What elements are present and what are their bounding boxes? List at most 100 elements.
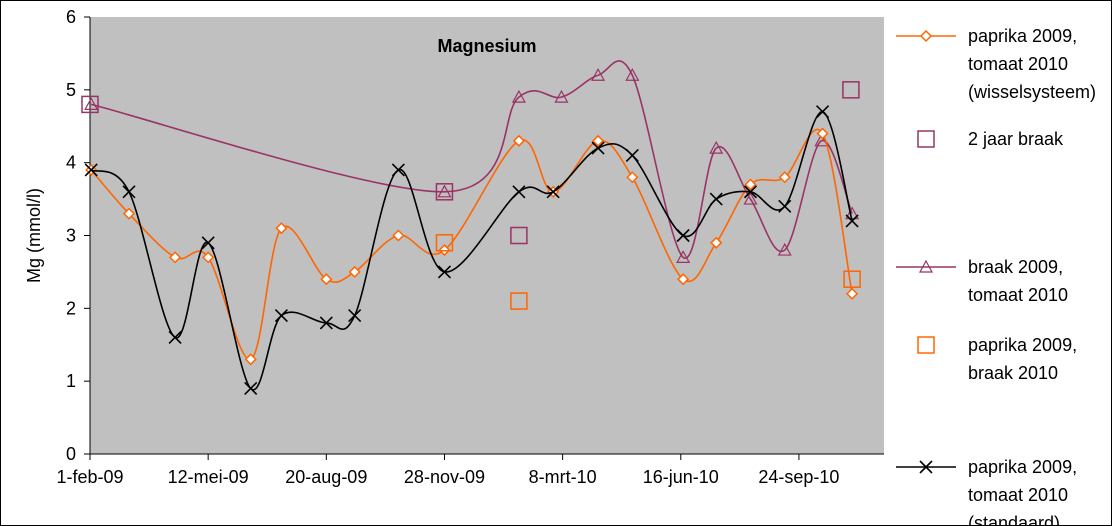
data-point bbox=[201, 236, 215, 250]
x-tick-label: 20-aug-09 bbox=[285, 467, 367, 487]
data-point bbox=[709, 140, 724, 154]
marker-stroke bbox=[201, 236, 215, 250]
legend-marker bbox=[918, 259, 934, 273]
plot-area bbox=[90, 17, 884, 454]
data-point bbox=[591, 68, 606, 81]
marker-stroke bbox=[815, 105, 830, 119]
legend-entry-1: 2 jaar braak bbox=[917, 129, 1064, 149]
marker-stroke bbox=[122, 185, 136, 199]
data-point bbox=[84, 97, 99, 111]
data-point bbox=[744, 178, 757, 191]
chart-title: Magnesium bbox=[437, 36, 536, 56]
marker-stroke bbox=[919, 460, 933, 474]
data-point bbox=[275, 222, 288, 235]
legend-entry-0: paprika 2009, tomaat 2010 (wisselsysteem) bbox=[896, 26, 1096, 102]
y-tick-label: 5 bbox=[66, 80, 76, 100]
data-point bbox=[391, 163, 405, 177]
x-tick-label: 16-jun-10 bbox=[643, 467, 719, 487]
data-point bbox=[122, 185, 136, 199]
data-point bbox=[816, 127, 829, 140]
data-point bbox=[81, 95, 99, 114]
data-point bbox=[512, 185, 526, 199]
data-point bbox=[437, 184, 452, 198]
data-point bbox=[437, 265, 452, 279]
series-3 bbox=[435, 234, 861, 310]
data-point bbox=[677, 273, 690, 286]
marker-stroke bbox=[676, 228, 690, 243]
data-point bbox=[274, 309, 288, 323]
legend-label: paprika 2009, bbox=[968, 457, 1077, 477]
legend-label: braak 2010 bbox=[968, 363, 1058, 383]
data-point bbox=[591, 141, 605, 155]
marker-stroke bbox=[709, 192, 723, 206]
data-point bbox=[554, 89, 569, 103]
data-point bbox=[244, 381, 258, 396]
data-point bbox=[546, 185, 560, 199]
marker-stroke bbox=[778, 199, 792, 213]
x-tick-label: 28-nov-09 bbox=[404, 467, 485, 487]
marker-stroke bbox=[512, 185, 526, 199]
data-point bbox=[625, 68, 640, 81]
data-point bbox=[743, 185, 758, 199]
data-point bbox=[843, 270, 861, 288]
series-1 bbox=[81, 81, 860, 245]
y-tick-label: 3 bbox=[66, 226, 76, 246]
series-0 bbox=[85, 127, 859, 366]
data-point bbox=[510, 292, 528, 310]
data-point bbox=[778, 199, 792, 213]
legend-marker bbox=[917, 336, 935, 354]
marker-stroke bbox=[168, 330, 182, 345]
marker-stroke bbox=[625, 148, 639, 162]
marker-stroke bbox=[845, 214, 859, 228]
data-point bbox=[169, 251, 182, 264]
legend-label: paprika 2009, bbox=[968, 335, 1077, 355]
series-4 bbox=[84, 105, 859, 396]
data-point bbox=[348, 265, 361, 278]
y-tick-label: 0 bbox=[66, 444, 76, 464]
marker-stroke bbox=[348, 309, 362, 323]
legend-label: paprika 2009, bbox=[968, 26, 1077, 46]
legend-marker bbox=[917, 130, 935, 148]
data-point bbox=[348, 309, 362, 323]
data-point bbox=[122, 207, 136, 220]
legend-label: 2 jaar braak bbox=[968, 129, 1064, 149]
series-line bbox=[90, 60, 853, 259]
y-tick-label: 2 bbox=[66, 298, 76, 318]
data-point bbox=[592, 134, 605, 147]
marker-stroke bbox=[591, 141, 605, 155]
data-point bbox=[392, 229, 405, 242]
data-point bbox=[626, 171, 639, 184]
legend-label: (wisselsysteem) bbox=[968, 82, 1096, 102]
y-axis-label: Mg (mmol/l) bbox=[24, 188, 44, 283]
axes: 0 1 2 3 4 5 6 1-feb-09 12-mei-09 20-aug-09 28-nov-… bbox=[56, 7, 884, 487]
marker-stroke bbox=[437, 265, 452, 279]
data-point bbox=[842, 81, 860, 99]
legend-label: tomaat 2010 bbox=[968, 54, 1068, 74]
data-point bbox=[320, 273, 333, 286]
data-point bbox=[777, 242, 792, 256]
data-point bbox=[202, 251, 215, 264]
marker-stroke bbox=[546, 185, 560, 199]
legend-label: tomaat 2010 bbox=[968, 485, 1068, 505]
series-layer bbox=[81, 60, 861, 396]
legend-marker bbox=[919, 460, 933, 474]
data-point bbox=[319, 316, 333, 330]
data-point bbox=[676, 250, 691, 263]
legend-entry-4: paprika 2009, tomaat 2010 (standaard) bbox=[896, 457, 1077, 526]
marker-stroke bbox=[274, 309, 288, 323]
y-tick-label: 1 bbox=[66, 371, 76, 391]
marker-stroke bbox=[319, 316, 333, 330]
data-point bbox=[84, 163, 98, 177]
data-point bbox=[710, 236, 723, 249]
legend: paprika 2009, tomaat 2010 (wisselsysteem) 2… bbox=[896, 26, 1096, 526]
x-tick-label: 1-feb-09 bbox=[56, 467, 123, 487]
data-point bbox=[743, 191, 758, 205]
x-tick-label: 24-sep-10 bbox=[758, 467, 839, 487]
data-point bbox=[512, 134, 525, 147]
data-point bbox=[846, 287, 859, 300]
data-point bbox=[435, 183, 454, 201]
data-point bbox=[244, 353, 257, 366]
data-point bbox=[845, 214, 859, 228]
legend-label: (standaard) bbox=[968, 513, 1060, 526]
